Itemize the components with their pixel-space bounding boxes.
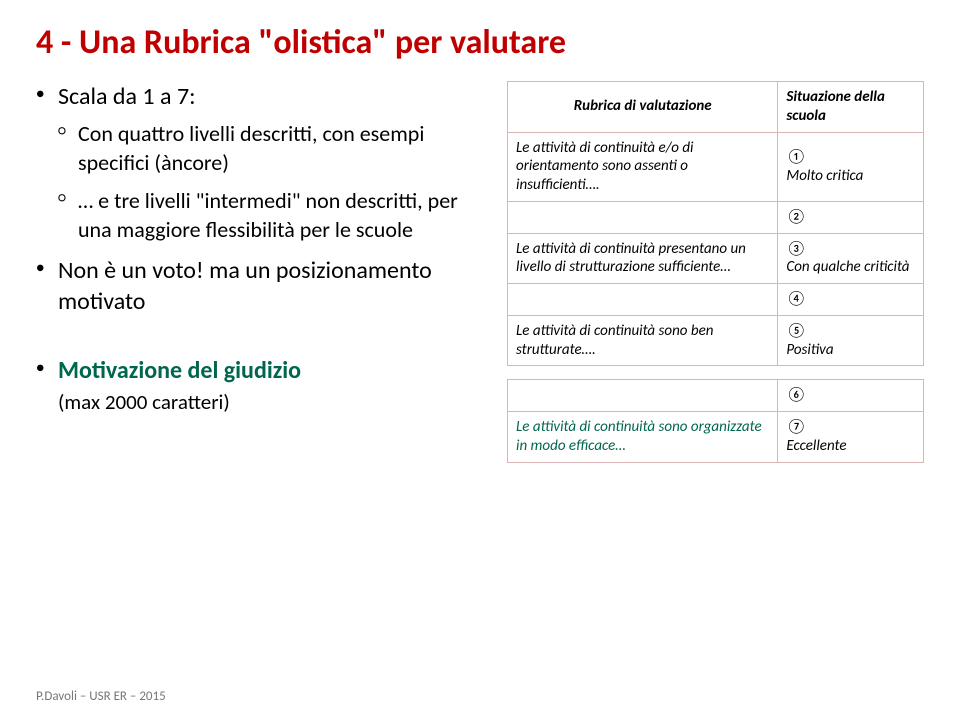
r2-desc bbox=[508, 201, 778, 233]
footer: P.Davoli – USR ER – 2015 bbox=[36, 689, 166, 704]
table-row: ⑥ bbox=[508, 380, 924, 412]
r3-txt: Con qualche criticità bbox=[786, 258, 909, 276]
r3-score: ③ Con qualche criticità bbox=[778, 233, 924, 284]
r7-num: ⑦ bbox=[786, 418, 915, 437]
r7-txt: Eccellente bbox=[786, 437, 846, 455]
r3-num: ③ bbox=[786, 240, 915, 259]
content-row: Scala da 1 a 7: Con quattro livelli desc… bbox=[36, 81, 924, 463]
bullet-3-green: Motivazione del giudizio bbox=[58, 356, 301, 385]
r1-score: ① Molto critica bbox=[778, 132, 924, 201]
r6-score: ⑥ bbox=[778, 380, 924, 412]
r5-desc: Le attività di continuità sono ben strut… bbox=[508, 315, 778, 366]
r1-num: ① bbox=[786, 148, 915, 167]
r5-txt: Positiva bbox=[786, 341, 833, 359]
table-row: ② bbox=[508, 201, 924, 233]
r1-txt: Molto critica bbox=[786, 167, 863, 185]
slide-title: 4 - Una Rubrica "olistica" per valutare bbox=[36, 22, 924, 63]
bullet-1b: … e tre livelli "intermedi" non descritt… bbox=[36, 187, 491, 244]
r7-desc: Le attività di continuità sono organizza… bbox=[508, 412, 778, 463]
bullet-1: Scala da 1 a 7: bbox=[36, 81, 491, 112]
r5-num: ⑤ bbox=[786, 322, 915, 341]
r3-desc: Le attività di continuità presentano un … bbox=[508, 233, 778, 284]
rubric-table: Rubrica di valutazione Situazione della … bbox=[507, 81, 924, 463]
rubric-table-wrap: Rubrica di valutazione Situazione della … bbox=[507, 81, 924, 463]
bullet-2-bold: Non è un voto! bbox=[58, 256, 204, 285]
bullet-3: Motivazione del giudizio (max 2000 carat… bbox=[36, 355, 491, 417]
r2-score: ② bbox=[778, 201, 924, 233]
r6-num: ⑥ bbox=[786, 386, 915, 405]
table-row: Le attività di continuità e/o di orienta… bbox=[508, 132, 924, 201]
r5-score: ⑤ Positiva bbox=[778, 315, 924, 366]
table-row: ④ bbox=[508, 284, 924, 316]
r6-desc bbox=[508, 380, 778, 412]
table-row: Le attività di continuità sono organizza… bbox=[508, 412, 924, 463]
table-gap-row bbox=[508, 366, 924, 380]
bullet-1a: Con quattro livelli descritti, con esemp… bbox=[36, 120, 491, 177]
r4-num: ④ bbox=[786, 290, 915, 309]
header-right: Situazione della scuola bbox=[778, 82, 924, 133]
table-row: Le attività di continuità sono ben strut… bbox=[508, 315, 924, 366]
r2-num: ② bbox=[786, 208, 915, 227]
table-header-row: Rubrica di valutazione Situazione della … bbox=[508, 82, 924, 133]
r1-desc: Le attività di continuità e/o di orienta… bbox=[508, 132, 778, 201]
table-row: Le attività di continuità presentano un … bbox=[508, 233, 924, 284]
r4-score: ④ bbox=[778, 284, 924, 316]
r7-score: ⑦ Eccellente bbox=[778, 412, 924, 463]
slide: 4 - Una Rubrica "olistica" per valutare … bbox=[0, 0, 960, 716]
bullet-list: Scala da 1 a 7: Con quattro livelli desc… bbox=[36, 81, 491, 463]
bullet-2: Non è un voto! ma un posizionamento moti… bbox=[36, 255, 491, 317]
header-left: Rubrica di valutazione bbox=[508, 82, 778, 133]
r4-desc bbox=[508, 284, 778, 316]
bullet-3-note: (max 2000 caratteri) bbox=[58, 389, 230, 415]
